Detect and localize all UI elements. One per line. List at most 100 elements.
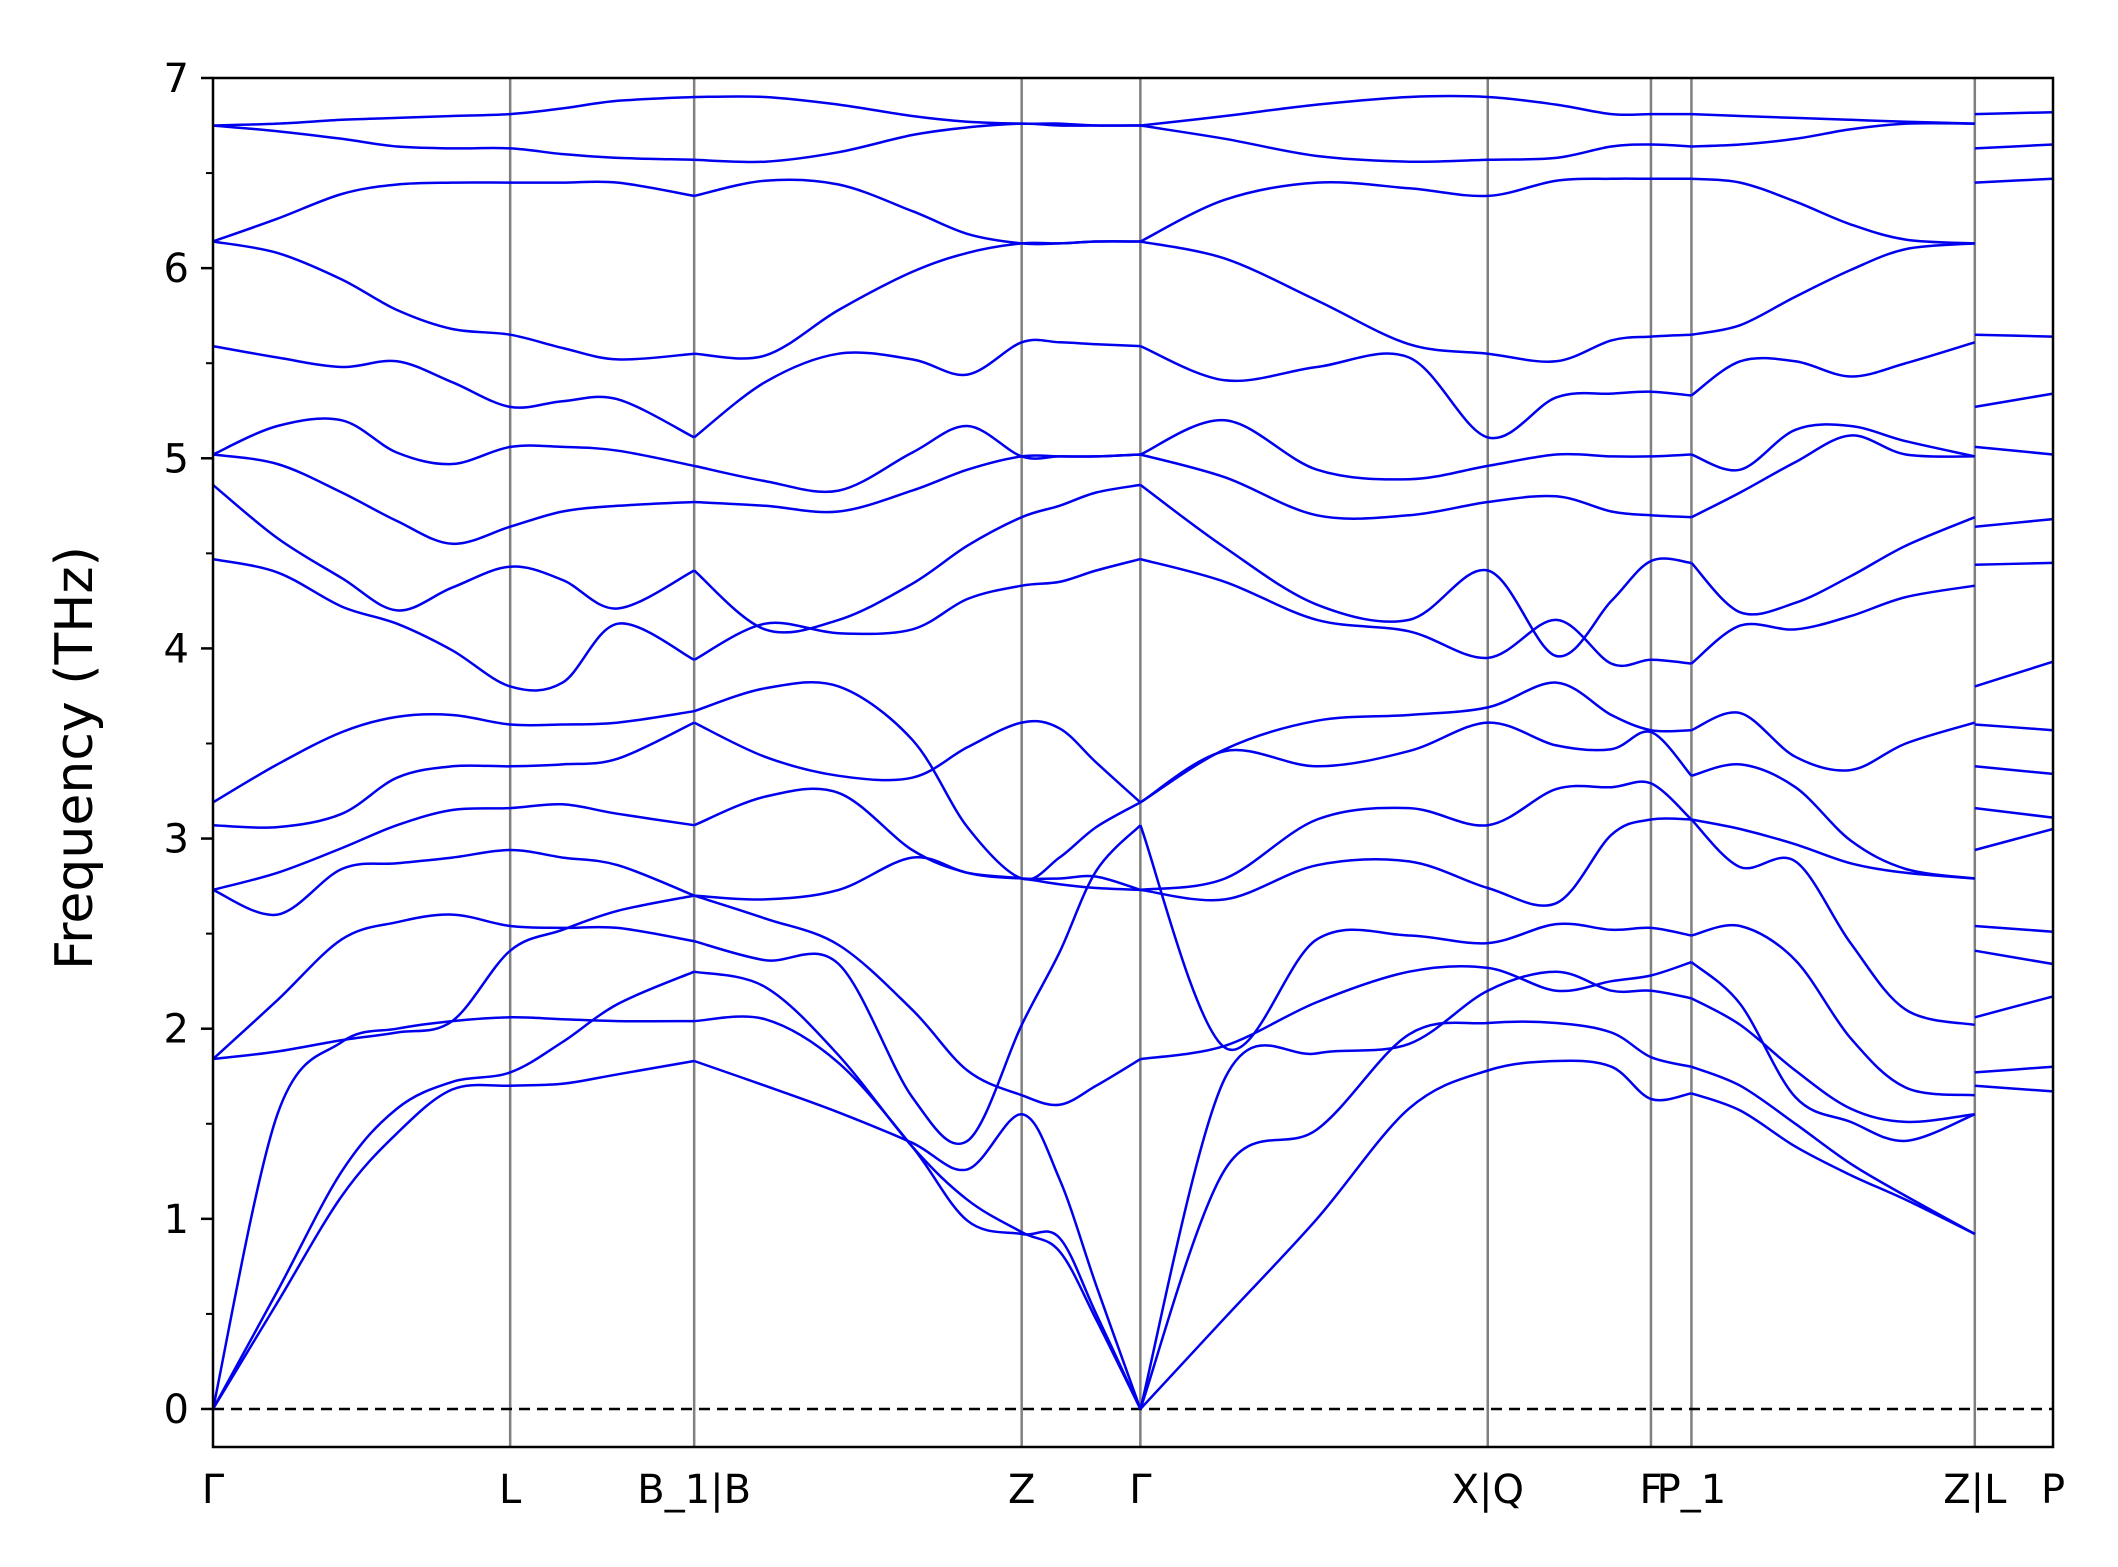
band-line-s2-b12 — [1139, 419, 1692, 481]
band-line-s2-b5 — [1140, 817, 1692, 907]
band-line-s1-b6 — [693, 787, 1141, 892]
band-line-s3-b4 — [1691, 923, 1975, 1097]
y-tick-label-7: 7 — [164, 56, 189, 102]
band-line-s0-b6 — [212, 802, 695, 892]
band-line-s2-b13 — [1139, 344, 1692, 440]
band-line-s3-b16 — [1691, 121, 1975, 148]
band-line-s4-b3 — [1974, 949, 2054, 966]
band-line-s0-b7 — [212, 721, 695, 829]
y-tick-label-5: 5 — [164, 436, 189, 482]
band-line-s2-b0 — [1139, 1059, 1692, 1410]
x-kpoint-label-9: P — [2041, 1467, 2065, 1513]
band-line-s3-b1 — [1690, 1065, 1976, 1236]
band-line-s2-b9 — [1140, 557, 1692, 668]
band-line-s3-b14 — [1691, 242, 1975, 336]
x-kpoint-label-8: Z|L — [1943, 1467, 2007, 1513]
band-line-s1-b12 — [693, 424, 1141, 494]
band-line-s1-b13 — [693, 338, 1141, 439]
y-axis-ticks: 0 1 2 3 4 5 6 7 — [164, 56, 213, 1433]
x-kpoint-label-0: Γ — [202, 1467, 225, 1513]
kpoint-divider-lines — [508, 78, 1977, 1447]
band-line-s3-b13 — [1690, 341, 1976, 397]
band-line-s0-b2 — [211, 1016, 695, 1410]
band-line-s0-b1 — [211, 970, 695, 1410]
band-line-s3-b9 — [1690, 584, 1976, 665]
band-line-s1-b4 — [693, 824, 1142, 1146]
band-line-s1-b2 — [694, 1015, 1142, 1410]
y-tick-label-3: 3 — [164, 817, 189, 863]
band-line-s2-b2 — [1139, 970, 1692, 1410]
band-line-s1-b15 — [693, 178, 1141, 246]
band-line-s2-b3 — [1140, 960, 1692, 1061]
y-tick-label-1: 1 — [164, 1197, 189, 1243]
band-line-s4-b4 — [1974, 924, 2054, 933]
band-line-s0-b13 — [212, 344, 695, 439]
band-line-s4-b9 — [1974, 660, 2054, 688]
x-kpoint-label-6: F — [1639, 1467, 1662, 1513]
band-line-s0-b4 — [212, 913, 695, 1061]
band-line-s4-b7 — [1974, 765, 2054, 776]
band-line-s0-b5 — [212, 848, 695, 917]
band-line-s3-b5 — [1690, 818, 1976, 1027]
band-line-s2-b11 — [1140, 453, 1692, 520]
x-kpoint-label-5: X|Q — [1452, 1467, 1524, 1513]
band-line-s0-b16 — [212, 124, 695, 162]
y-tick-label-0: 0 — [164, 1387, 189, 1433]
band-line-s2-b8 — [1139, 681, 1692, 804]
x-kpoint-label-1: L — [499, 1467, 522, 1513]
band-line-s0-b3 — [212, 894, 695, 1061]
band-series-group — [211, 94, 2054, 1410]
band-line-s3-b3 — [1690, 961, 1976, 1143]
band-line-s4-b14 — [1974, 333, 2054, 338]
x-axis-kpoint-labels: Γ L B_1|B Z Γ X|Q FP_1 Z|L P — [202, 1467, 2065, 1513]
band-line-s4-b1 — [1974, 1065, 2054, 1074]
x-kpoint-label-7: P_1 — [1657, 1467, 1727, 1513]
y-tick-label-4: 4 — [164, 626, 189, 672]
x-kpoint-label-3: Z — [1008, 1467, 1035, 1513]
band-line-s0-b11 — [212, 453, 695, 546]
band-line-s4-b12 — [1974, 445, 2054, 456]
plot-frame — [211, 76, 2055, 1449]
band-line-s4-b2 — [1974, 995, 2054, 1019]
band-line-s0-b0 — [211, 1059, 695, 1410]
band-line-s4-b15 — [1974, 177, 2054, 184]
band-line-s4-b0 — [1974, 1084, 2054, 1093]
band-line-s4-b6 — [1974, 806, 2054, 819]
band-line-s0-b10 — [212, 483, 695, 612]
band-line-s0-b12 — [212, 417, 695, 468]
band-line-s1-b9 — [693, 557, 1141, 661]
band-line-s1-b17 — [694, 95, 1141, 127]
band-line-s4-b5 — [1974, 827, 2054, 852]
band-line-s1-b7 — [693, 719, 1142, 804]
band-line-s4-b8 — [1974, 723, 2054, 732]
band-line-s3-b12 — [1690, 423, 1976, 472]
band-line-s3-b11 — [1690, 434, 1975, 519]
y-tick-label-6: 6 — [164, 246, 189, 292]
band-line-s0-b17 — [212, 95, 695, 127]
band-line-s2-b7 — [1139, 721, 1693, 804]
band-line-s2-b10 — [1139, 483, 1692, 658]
band-line-s2-b16 — [1140, 124, 1692, 164]
band-line-s0-b15 — [212, 180, 695, 243]
x-kpoint-label-2: B_1|B — [637, 1467, 751, 1513]
band-line-s1-b3 — [693, 894, 1142, 1107]
band-line-s4-b16 — [1974, 143, 2054, 150]
band-line-s3-b0 — [1690, 1092, 1976, 1236]
band-line-s2-b4 — [1139, 824, 1692, 1052]
band-line-s4-b13 — [1974, 392, 2054, 409]
band-line-s3-b7 — [1691, 763, 1975, 880]
band-line-s4-b10 — [1974, 561, 2054, 567]
band-line-s4-b17 — [1974, 110, 2054, 116]
band-line-s0-b8 — [212, 709, 695, 804]
band-line-s2-b6 — [1140, 780, 1693, 892]
band-line-s2-b15 — [1139, 177, 1692, 243]
band-line-s3-b17 — [1691, 112, 1975, 125]
band-line-s1-b8 — [693, 680, 1142, 881]
band-line-s1-b10 — [693, 483, 1141, 634]
band-line-s0-b14 — [212, 240, 695, 361]
band-line-s3-b2 — [1690, 997, 1975, 1124]
band-line-s2-b1 — [1139, 1020, 1692, 1410]
band-line-s2-b17 — [1140, 94, 1692, 127]
